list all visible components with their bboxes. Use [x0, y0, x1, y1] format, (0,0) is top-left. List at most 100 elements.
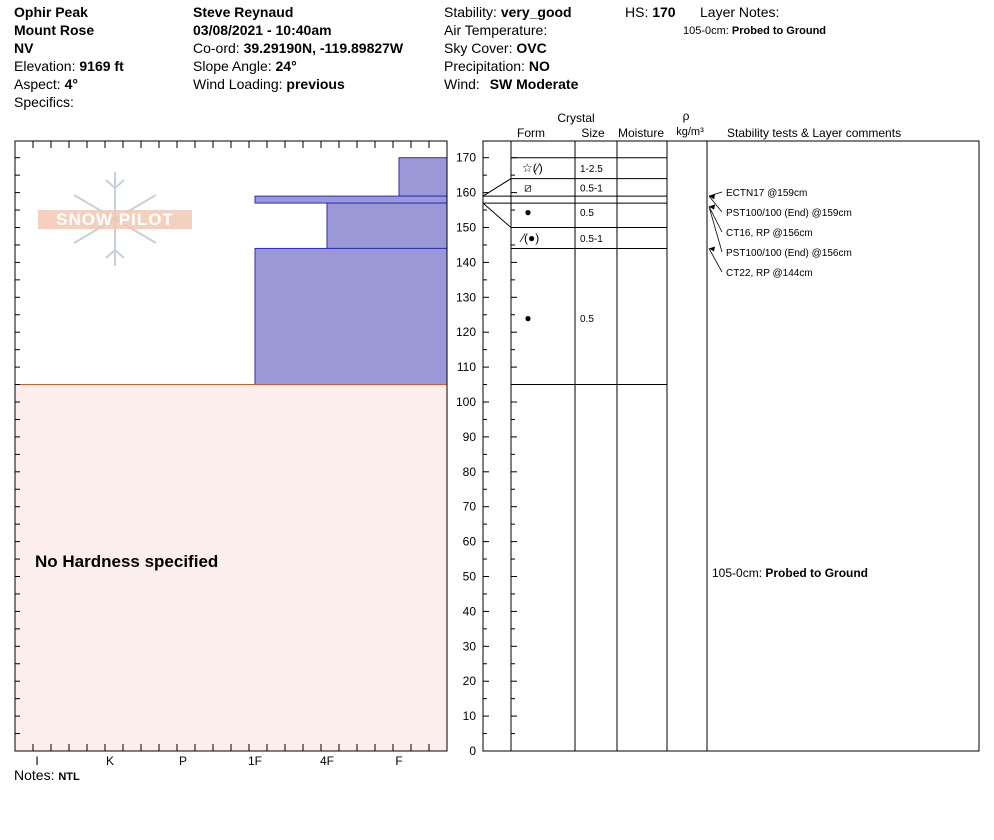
hardness-bar	[398, 157, 448, 197]
layer-comment-range: 105-0cm:	[712, 566, 765, 580]
table-ticks	[483, 157, 517, 752]
aspect-label: Aspect:	[14, 76, 61, 92]
hardness-bar	[326, 202, 448, 249]
wind-value: SW Moderate	[489, 76, 579, 92]
depth-tick-label: 20	[463, 674, 477, 688]
range-name: Mount Rose	[14, 22, 95, 38]
stability-test-arrow	[708, 248, 723, 273]
hardness-scale-label: 4F	[320, 754, 334, 768]
crystal-form: ⧄	[524, 180, 532, 194]
stability-label: Stability:	[444, 4, 497, 20]
location-name: Ophir Peak	[14, 4, 88, 20]
hardness-bar	[254, 247, 448, 386]
slope-label: Slope Angle:	[193, 58, 272, 74]
stability-test-arrow	[708, 195, 723, 213]
hardness-bar	[254, 195, 448, 204]
stability-test-arrowhead	[709, 204, 715, 210]
stability-test-arrowhead	[709, 246, 715, 252]
stability-tests-header: Stability tests & Layer comments	[727, 126, 901, 140]
no-hardness-area	[15, 384, 447, 751]
stability-test-label: CT22, RP @144cm	[726, 268, 813, 279]
hardness-scale-label: K	[106, 754, 114, 768]
coord-label: Co-ord:	[193, 40, 240, 56]
aspect-value: 4°	[64, 76, 78, 92]
depth-tick-label: 170	[456, 151, 476, 165]
depth-tick-label: 60	[463, 535, 477, 549]
crystal-form: ⁄(●)	[519, 231, 539, 245]
hardness-scale-label: I	[35, 754, 38, 768]
layer-table: Crystal Form Size Moisture ρ kg/m³ Stabi…	[482, 109, 980, 752]
observation-datetime: 03/08/2021 - 10:40am	[193, 22, 332, 38]
layer-notes-title: Layer Notes:	[700, 3, 779, 21]
layer-comments: 105-0cm: Probed to Ground	[712, 566, 868, 580]
wind-loading-value: previous	[286, 76, 345, 92]
logo-text: SNOW PILOT	[56, 210, 174, 229]
layer-connector	[482, 202, 512, 228]
wind-loading-label: Wind Loading:	[193, 76, 283, 92]
state-name: NV	[14, 40, 34, 56]
hardness-panel: SNOW PILOT No Hardness specified I K P 1F 4F…	[14, 140, 448, 768]
density-unit-header: kg/m³	[676, 126, 704, 138]
logo-band	[38, 210, 192, 229]
hardness-scale-label: F	[395, 754, 402, 768]
depth-tick-label: 0	[469, 744, 476, 758]
site-info: Ophir Peak Mount Rose NV Elevation: 9169…	[14, 3, 124, 111]
rho-header: ρ	[683, 109, 690, 123]
hs-info: HS: 170	[625, 3, 676, 21]
crystal-size: 0.5-1	[580, 234, 603, 245]
precip-value: NO	[528, 58, 550, 74]
stability-test-label: CT16, RP @156cm	[726, 228, 813, 239]
snowpilot-logo: SNOW PILOT	[38, 172, 192, 266]
notes: Notes: NTL	[14, 766, 80, 786]
depth-tick-label: 30	[463, 639, 477, 653]
hardness-scale-label: 1F	[248, 754, 262, 768]
depth-tick-label: 100	[456, 395, 476, 409]
depth-tick-label: 70	[463, 500, 477, 514]
notes-label: Notes:	[14, 767, 55, 783]
slope-value: 24°	[275, 58, 297, 74]
observer-info: Steve Reynaud 03/08/2021 - 10:40am Co-or…	[193, 3, 403, 93]
stability-test-arrow	[708, 206, 723, 253]
layer-notes-text: Probed to Ground	[731, 25, 827, 37]
crystal-size: 0.5-1	[580, 183, 603, 194]
stability-test-label: ECTN17 @159cm	[726, 188, 807, 199]
sky-value: OVC	[516, 40, 547, 56]
hs-label: HS:	[625, 4, 649, 20]
coord-value: 39.29190N, -119.89827W	[243, 40, 404, 56]
conditions-info: Stability: very_good Air Temperature: Sk…	[444, 3, 578, 93]
stability-value: very_good	[500, 4, 572, 20]
layer-notes-range: 105-0cm:	[683, 25, 729, 37]
crystal-size: 0.5	[580, 314, 594, 325]
hardness-ticks: I K P 1F 4F F	[14, 141, 448, 768]
depth-tick-label: 90	[463, 430, 477, 444]
depth-tick-label: 130	[456, 290, 476, 304]
depth-tick-label: 10	[463, 709, 477, 723]
hs-value: 170	[652, 4, 676, 20]
moisture-header: Moisture	[618, 126, 664, 140]
elevation-value: 9169 ft	[79, 58, 124, 74]
crystal-header: Crystal	[557, 111, 594, 125]
form-header: Form	[517, 126, 545, 140]
hardness-scale-label: P	[179, 754, 187, 768]
specifics-label: Specifics:	[14, 94, 74, 110]
elevation-label: Elevation:	[14, 58, 76, 74]
crystal-form: ●	[524, 311, 531, 325]
table-frame	[482, 140, 980, 752]
layer-notes-label: Layer Notes:	[700, 4, 780, 20]
depth-tick-label: 110	[457, 360, 476, 374]
layer-comment: 105-0cm: Probed to Ground	[712, 566, 868, 580]
stability-test-label: PST100/100 (End) @159cm	[726, 208, 852, 219]
sky-label: Sky Cover:	[444, 40, 513, 56]
layer-connector	[482, 178, 512, 197]
stability-test-arrowhead	[709, 194, 715, 200]
stability-test-arrow	[708, 206, 723, 233]
size-header: Size	[581, 126, 605, 140]
crystal-form: ☆(⁄)	[522, 161, 543, 175]
layer-notes-entry: 105-0cm: Probed to Ground	[683, 22, 826, 40]
crystal-size: 1-2.5	[580, 164, 603, 175]
wind-label: Wind:	[444, 76, 480, 92]
depth-axis: 0 10 20 30 40 50 60 70 80 90 100 110 120 130 140 150 160…	[456, 151, 476, 758]
crystal-form: ●	[524, 205, 531, 219]
depth-tick-label: 150	[456, 221, 476, 235]
